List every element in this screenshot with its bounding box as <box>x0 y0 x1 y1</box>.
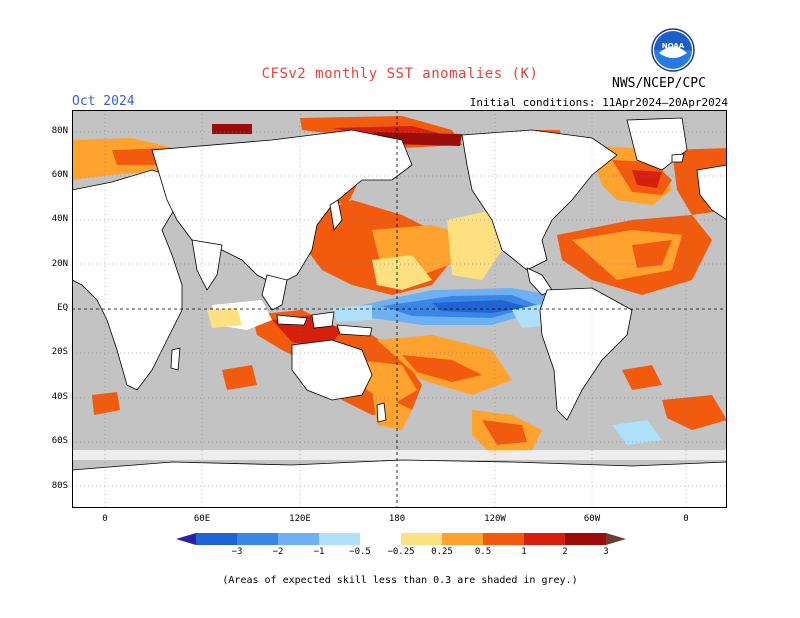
colorbar-cell <box>360 533 402 545</box>
lon-label-0-east: 0 <box>683 514 689 524</box>
colorbar-cell <box>442 533 484 545</box>
lat-label-20n: 20N <box>51 259 68 269</box>
lat-label-80n: 80N <box>51 126 68 136</box>
colorbar-label: −1 <box>313 547 325 557</box>
lat-label-40s: 40S <box>51 392 68 402</box>
colorbar-cell <box>278 533 320 545</box>
colorbar-label: 3 <box>603 547 609 557</box>
lat-label-60n: 60N <box>51 170 68 180</box>
colorbar <box>176 533 626 545</box>
colorbar-label: 0.5 <box>474 547 492 557</box>
lon-label-60w: 60W <box>583 514 601 524</box>
colorbar-cell-below <box>176 533 196 545</box>
initial-conditions-label: Initial conditions: 11Apr2024–20Apr2024 <box>469 96 728 109</box>
colorbar-label: −3 <box>231 547 243 557</box>
colorbar-label: 0.25 <box>431 547 453 557</box>
colorbar-cell <box>196 533 238 545</box>
colorbar-label: 1 <box>521 547 527 557</box>
footnote: (Areas of expected skill less than 0.3 a… <box>222 575 578 586</box>
colorbar-cell <box>319 533 361 545</box>
lon-label-60e: 60E <box>193 514 211 524</box>
continents <box>72 117 727 508</box>
lat-label-eq: EQ <box>57 303 68 313</box>
logo-text: NOAA <box>662 42 685 50</box>
colorbar-label: −0.25 <box>387 547 415 557</box>
lat-label-40n: 40N <box>51 214 68 224</box>
colorbar-cell <box>483 533 525 545</box>
lat-label-20s: 20S <box>51 347 68 357</box>
colorbar-cell <box>237 533 279 545</box>
organization-label: NWS/NCEP/CPC <box>612 76 706 91</box>
colorbar-cell-above <box>606 533 626 545</box>
lon-label-0: 0 <box>102 514 108 524</box>
colorbar-cell <box>524 533 566 545</box>
colorbar-label: −2 <box>272 547 284 557</box>
colorbar-cell <box>401 533 443 545</box>
noaa-logo-icon: NOAA <box>651 28 695 72</box>
map-frame <box>72 110 727 508</box>
colorbar-label: 2 <box>562 547 568 557</box>
sst-anomaly-map <box>72 110 727 508</box>
lat-label-80s: 80S <box>51 481 68 491</box>
colorbar-cell <box>565 533 607 545</box>
lon-label-180: 180 <box>388 514 406 524</box>
lon-label-120e: 120E <box>289 514 311 524</box>
lon-label-120w: 120W <box>484 514 506 524</box>
valid-month-label: Oct 2024 <box>72 94 135 109</box>
lat-label-60s: 60S <box>51 436 68 446</box>
colorbar-label: −0.5 <box>349 547 371 557</box>
map-title: CFSv2 monthly SST anomalies (K) <box>261 66 539 82</box>
